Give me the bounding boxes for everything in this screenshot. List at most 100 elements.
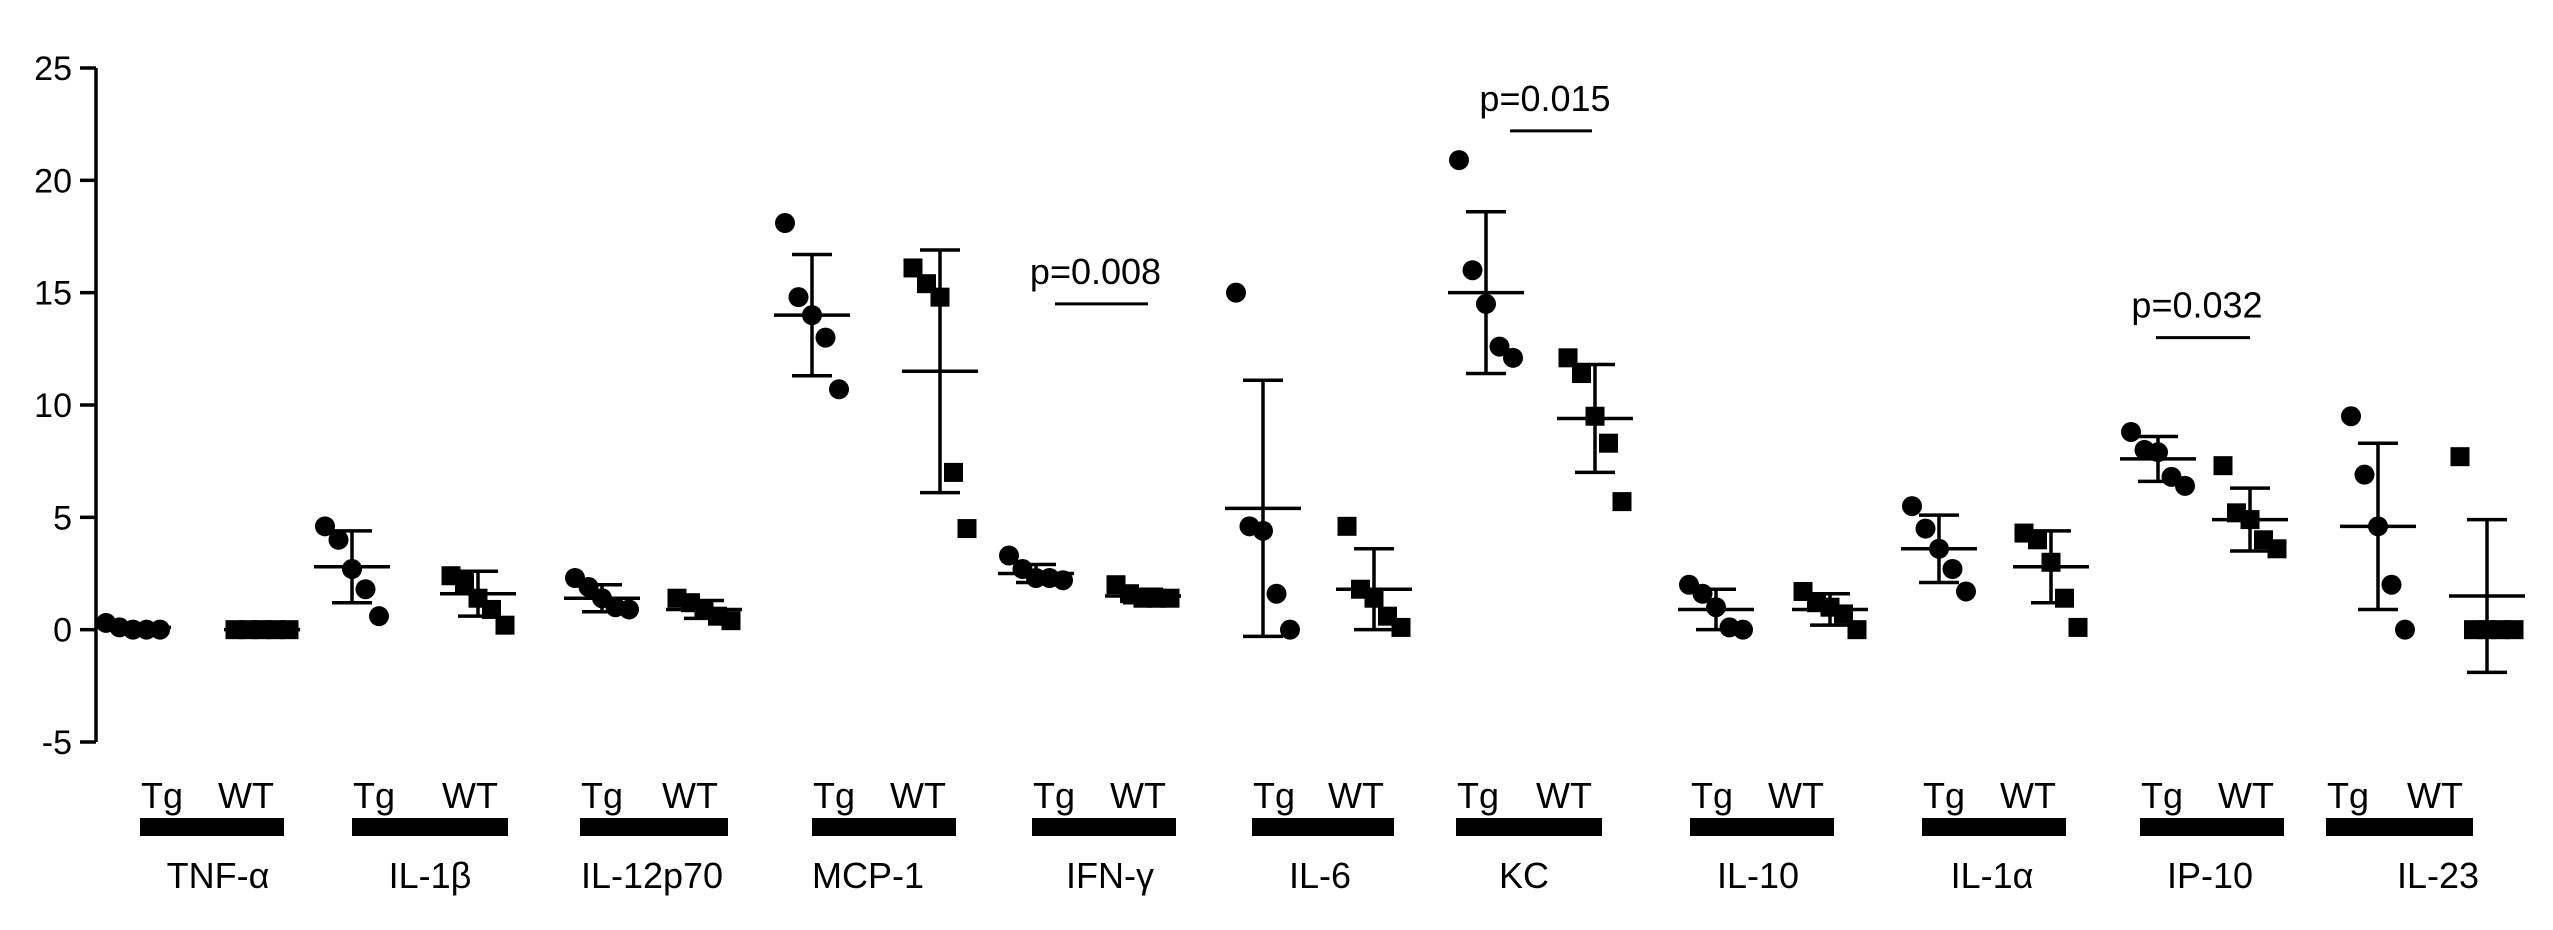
data-point-wt (2450, 447, 2470, 467)
y-tick-label: 10 (34, 387, 72, 425)
group-label-tg: Tg (813, 775, 855, 816)
group-label-wt: WT (442, 775, 498, 816)
group-underline-bar (2140, 818, 2284, 836)
data-point-wt (1391, 617, 1411, 637)
data-point-tg (775, 213, 795, 234)
group-label-wt: WT (1328, 775, 1384, 816)
cytokine-label: IFN-γ (1066, 855, 1154, 896)
data-point-wt (2028, 530, 2047, 550)
data-point-tg (2341, 406, 2361, 427)
y-axis: -5 0 5 10 15 20 25 (34, 50, 98, 762)
data-point-wt (2504, 620, 2524, 640)
series-tg-0 (95, 612, 171, 640)
group-label-tg: Tg (2141, 775, 2183, 816)
data-point-wt (2213, 456, 2233, 476)
data-point-wt (2267, 539, 2287, 559)
data-point-wt (1572, 364, 1591, 384)
series-tg-5 (1225, 282, 1301, 640)
cytokine-label: MCP-1 (812, 855, 924, 896)
group-label-wt: WT (1768, 775, 1824, 816)
cytokine-label: IL-23 (2397, 855, 2479, 896)
series-wt-3 (902, 248, 978, 539)
series-wt-0 (224, 620, 300, 640)
y-tick-label: 0 (53, 612, 72, 650)
group-label-tg: Tg (2327, 775, 2369, 816)
data-point-tg (315, 516, 335, 537)
group-label-tg: Tg (141, 775, 183, 816)
cytokine-label: IL-12p70 (581, 855, 723, 896)
group-label-tg: Tg (1253, 775, 1295, 816)
data-point-tg (2395, 619, 2415, 640)
p-value-label: p=0.032 (2131, 285, 2262, 326)
x-axis-labels: Tg WT TNF-α Tg WT IL-1β Tg WT IL-12p70 Tg WT MCP-1 T… (140, 775, 2479, 896)
series-wt-6 (1557, 348, 1633, 512)
data-point-tg (328, 529, 349, 550)
data-point-tg (1733, 619, 1753, 640)
data-point-wt (482, 599, 501, 619)
y-tick-label: 20 (34, 162, 72, 200)
data-point-tg (1266, 583, 1287, 604)
series-tg-7 (1678, 574, 1754, 640)
group-label-wt: WT (1536, 775, 1592, 816)
group-label-wt: WT (2218, 775, 2274, 816)
cytokine-label: IP-10 (2167, 855, 2253, 896)
group-label-tg: Tg (1923, 775, 1965, 816)
cytokine-label: IL-1α (1951, 855, 2034, 896)
group-underline-bar (140, 818, 284, 836)
y-tick-label: 15 (34, 275, 72, 313)
data-point-tg (829, 379, 849, 400)
data-point-tg (815, 327, 836, 348)
data-point-tg (1226, 282, 1246, 303)
series-tg-10 (2340, 406, 2416, 640)
group-label-tg: Tg (1457, 775, 1499, 816)
data-point-tg (1503, 347, 1523, 368)
data-point-tg (1489, 336, 1510, 357)
series-tg-3 (774, 213, 850, 400)
data-point-tg (619, 599, 639, 620)
cytokine-label: IL-1β (389, 855, 472, 896)
series-wt-2 (666, 588, 742, 631)
data-point-tg (369, 606, 389, 627)
series-wt-4 (1105, 575, 1181, 608)
group-label-wt: WT (1110, 775, 1166, 816)
y-tick-label: -5 (42, 724, 72, 762)
y-tick-label: 5 (53, 499, 72, 537)
data-point-tg (999, 545, 1019, 566)
series-wt-5 (1336, 516, 1412, 637)
data-point-tg (150, 619, 170, 640)
data-point-wt (495, 615, 515, 635)
group-underline-bar (1032, 818, 1176, 836)
data-point-wt (2068, 617, 2088, 637)
data-point-wt (2055, 588, 2074, 608)
data-point-wt (1160, 588, 1180, 608)
group-label-wt: WT (2000, 775, 2056, 816)
data-point-tg (2381, 574, 2402, 595)
group-underline-bar (580, 818, 728, 836)
data-point-tg (1902, 496, 1922, 517)
data-point-wt (957, 519, 977, 539)
p-value-label: p=0.008 (1030, 251, 1161, 292)
data-point-tg (578, 576, 599, 597)
series-tg-1 (314, 516, 390, 627)
data-point-wt (1337, 516, 1357, 536)
cytokine-label: KC (1499, 855, 1549, 896)
series-tg-4 (998, 545, 1074, 591)
data-point-wt (1847, 620, 1867, 640)
plot-area: p=0.008 p=0.015 p=0.032 (95, 78, 2525, 675)
group-label-wt: WT (662, 775, 718, 816)
group-underline-bar (1690, 818, 1834, 836)
group-underline-bar (1252, 818, 1394, 836)
series-wt-10 (2449, 447, 2525, 675)
data-point-wt (721, 611, 741, 631)
data-point-tg (355, 579, 376, 600)
group-underline-bar (1922, 818, 2066, 836)
series-tg-6 (1448, 150, 1524, 376)
series-tg-8 (1901, 496, 1977, 602)
data-point-wt (944, 462, 963, 482)
series-wt-8 (2013, 523, 2089, 637)
y-tick-label: 25 (34, 50, 72, 88)
group-underline-bar (352, 818, 508, 836)
p-value-label: p=0.015 (1479, 78, 1610, 119)
data-point-tg (788, 287, 809, 308)
